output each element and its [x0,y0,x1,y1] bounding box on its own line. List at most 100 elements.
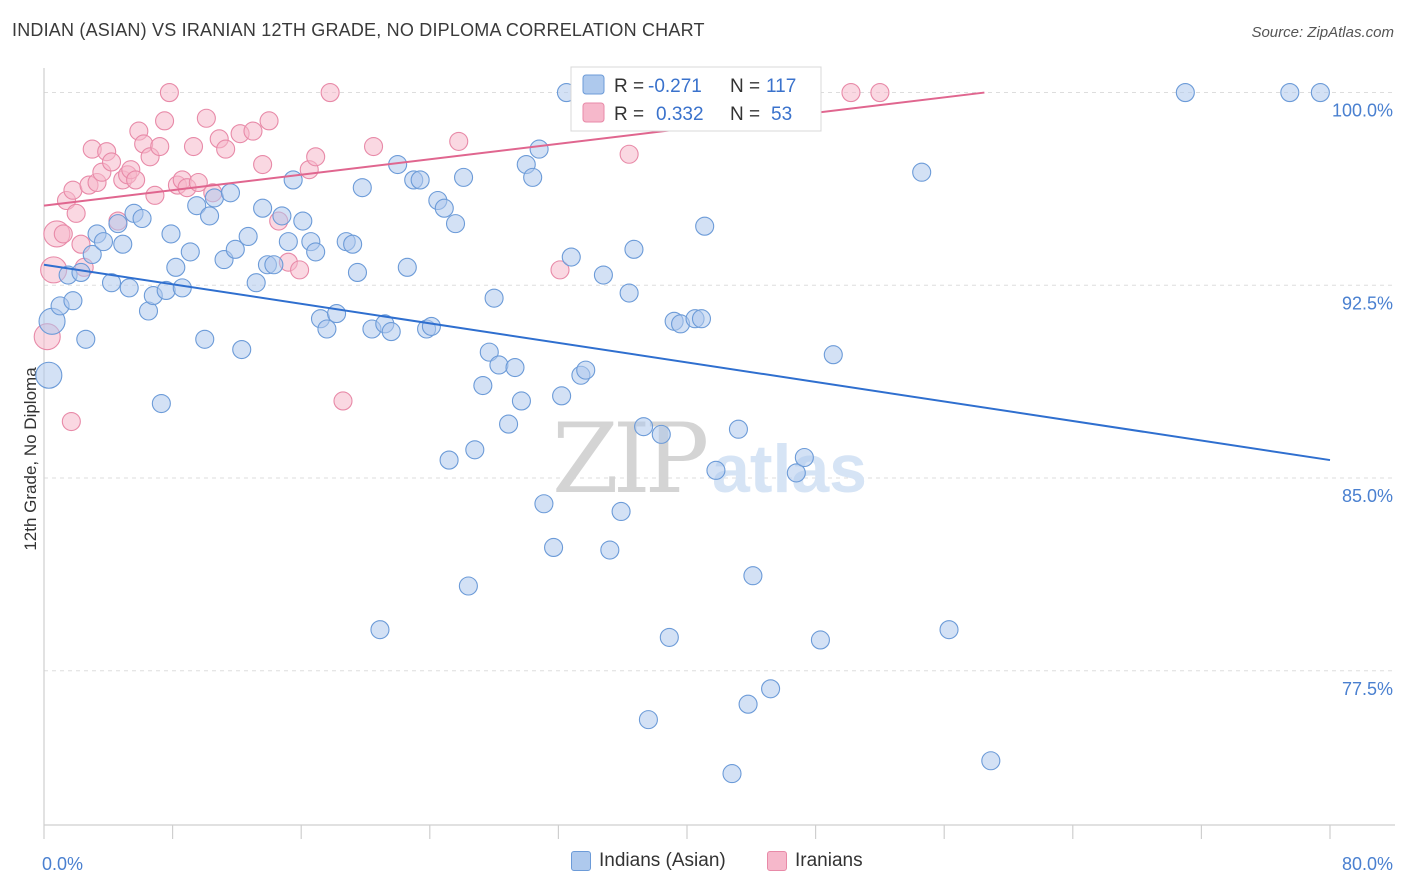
trend-line-indians-asian [43,263,1331,462]
iranians-point [150,136,170,157]
iranians-point [449,131,469,151]
indians-asian-point [264,255,284,275]
iranians-point [253,154,273,175]
x-tick-label-1: 80.0% [1342,854,1393,874]
indians-asian-point [343,234,363,254]
indians-asian-point [151,393,171,414]
indians-asian-point [93,232,114,252]
indians-asian-point [1175,83,1195,103]
indians-asian-point [634,417,654,437]
indians-asian-point [71,262,91,283]
indians-asian-point [695,216,715,236]
iranians-point [550,260,570,280]
indians-asian-point [445,214,466,234]
indians-asian-point [166,257,186,277]
iranians-point [290,260,310,280]
indians-asian-point [113,234,133,254]
iranians-point [619,144,639,164]
legend-swatch-indians-asian [571,851,591,871]
legend-n-label-1: N = [730,76,760,97]
indians-asian-point [511,391,531,411]
indians-asian-point [691,309,712,329]
indians-asian-point [912,162,932,182]
indians-asian-point [706,460,726,480]
indians-asian-point [410,170,430,190]
legend-swatch-blue [582,74,605,95]
iranians-point [63,180,83,200]
iranians-point [243,121,263,141]
iranians-point [333,391,353,411]
indians-asian-point [499,414,519,434]
indians-asian-point [253,198,273,218]
iranians-point [66,203,86,223]
indians-asian-point [743,566,763,586]
iranians-point [841,83,861,103]
indians-asian-point [454,167,474,187]
iranians-point [363,136,384,157]
legend-swatch-pink [582,102,605,123]
indians-asian-point [238,226,258,247]
iranians-point [870,83,890,103]
indians-asian-point [397,257,417,277]
y-tick-label-3: 77.5% [1342,679,1393,699]
legend-n-value-1: 117 [766,76,796,97]
indians-asian-point [534,494,554,514]
indians-asian-point [317,319,337,339]
indians-asian-point [479,342,499,362]
legend-label-indians-asian: Indians (Asian) [599,850,726,871]
indians-asian-point [381,322,401,342]
iranians-point [101,152,122,172]
indians-asian-point [600,540,620,560]
indians-asian-point [981,751,1001,771]
iranians-point [306,147,326,167]
indians-asian-point [619,283,639,303]
indians-asian-point [172,278,192,298]
indians-asian-point [246,273,266,293]
bottom-legend: Indians (Asian) Iranians [0,850,1406,880]
indians-asian-point [484,288,504,308]
iranians-point [216,139,236,159]
indians-asian-point [272,206,292,226]
trend-lines [43,91,1331,462]
iranians-point [183,136,204,157]
legend-n-value-2: 53 [771,104,792,125]
indians-asian-point [659,627,679,647]
iranians-point [259,111,279,131]
indians-asian-point [434,198,454,218]
iranians-point [320,83,340,103]
indians-asian-point [523,167,543,187]
indians-asian-point [728,419,748,439]
indians-asian-point [1310,83,1330,103]
watermark-zip: ZIP [552,403,707,515]
legend-item-iranians[interactable]: Iranians [767,850,863,872]
legend-r-value-1: -0.271 [648,76,702,97]
tick-labels: 100.0% 92.5% 85.0% 77.5% 0.0% 80.0% [42,101,1393,874]
legend-r-label-2: R = [614,104,644,125]
indians-asian-point [101,273,122,293]
y-tick-label-0: 100.0% [1332,101,1393,121]
iranians-point [155,111,175,131]
trend-line-iranians [43,91,985,207]
indians-asian-point [505,357,525,378]
legend-r-value-2: 0.332 [656,104,704,125]
indians-asian-point [76,329,96,349]
indians-asian-point [306,242,326,262]
source-label: Source: ZipAtlas.com [1251,24,1394,41]
legend-item-indians-asian[interactable]: Indians (Asian) [571,850,726,872]
indians-asian-point [465,440,485,460]
indians-asian-point [489,355,509,375]
indians-asian-point [529,139,549,159]
indians-asian-point [232,340,252,360]
indians-asian-point [611,501,631,522]
indians-asian-point [225,239,245,259]
y-axis-label: 12th Grade, No Diploma [21,367,40,551]
series-iranians [33,83,890,432]
indians-asian-point [593,265,613,285]
y-tick-label-1: 92.5% [1342,293,1393,313]
indians-asian-point [544,537,564,557]
indians-asian-point [347,262,368,283]
indians-asian-point [552,386,572,406]
indians-asian-point [352,178,372,198]
indians-asian-point [82,244,102,265]
